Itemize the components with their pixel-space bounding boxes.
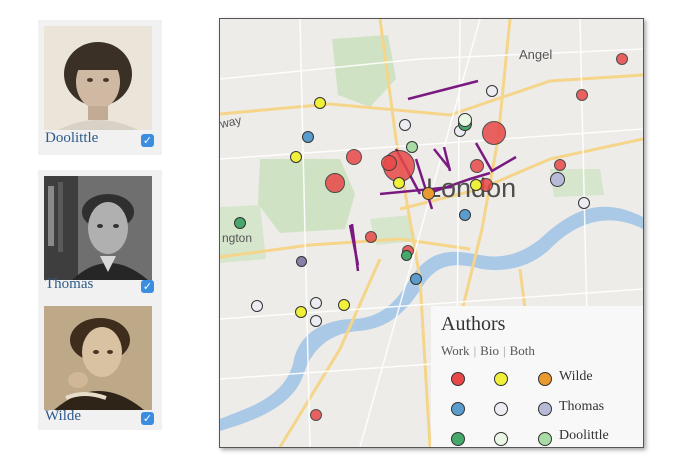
park-hyde [258,159,355,233]
author-label-doolittle: Doolittle [45,130,99,146]
doolittle-portrait [44,26,152,130]
wilde-portrait [44,306,152,410]
london-map[interactable]: Angel London ngton way Authors Work|Bio|… [219,18,644,448]
thomas-portrait [44,176,152,280]
place-label-kensington: ngton [222,231,253,245]
marker-thomas-both[interactable] [550,172,565,187]
author-label-thomas: Thomas [45,276,94,292]
legend-col-both: Both [509,343,535,358]
marker-wilde-work[interactable] [616,53,628,65]
legend-swatch-thomas-work [451,402,465,416]
author-checkbox-doolittle[interactable]: ✓ [141,134,154,147]
marker-thomas-work[interactable] [459,209,471,221]
author-card-wilde: Wilde ✓ [38,300,162,430]
legend-title: Authors [441,313,506,335]
legend-swatch-doolittle-both [538,432,552,446]
legend-swatch-doolittle-bio [494,432,508,446]
marker-wilde-work[interactable] [325,173,345,193]
marker-doolittle-bio[interactable] [458,113,472,127]
marker-wilde-work[interactable] [554,159,566,171]
marker-wilde-bio[interactable] [393,177,405,189]
author-card-thomas: Thomas ✓ [38,170,162,300]
marker-wilde-bio[interactable] [470,179,482,191]
legend-label-thomas: Thomas [559,399,605,414]
author-label-wilde: Wilde [45,408,82,424]
marker-thomas-both[interactable] [296,256,307,267]
marker-wilde-bio[interactable] [338,299,350,311]
marker-doolittle-work[interactable] [401,250,412,261]
legend-col-work: Work [441,343,470,358]
marker-thomas-bio[interactable] [399,119,411,131]
marker-wilde-work[interactable] [381,155,397,171]
marker-wilde-work[interactable] [310,409,322,421]
park-kensington [220,205,266,263]
marker-wilde-bio[interactable] [295,306,307,318]
legend-col-bio: Bio [480,343,499,358]
marker-thomas-bio[interactable] [310,315,322,327]
marker-thomas-work[interactable] [410,273,422,285]
marker-thomas-work[interactable] [302,131,314,143]
legend-swatch-thomas-bio [494,402,508,416]
river-thames [220,206,643,431]
legend-swatch-thomas-both [538,402,552,416]
marker-wilde-work[interactable] [576,89,588,101]
marker-thomas-bio[interactable] [251,300,263,312]
marker-thomas-bio[interactable] [578,197,590,209]
marker-thomas-bio[interactable] [486,85,498,97]
author-card-doolittle: Doolittle ✓ [38,20,162,155]
marker-doolittle-both[interactable] [406,141,418,153]
marker-wilde-work[interactable] [346,149,362,165]
marker-wilde-both[interactable] [422,187,435,200]
park-stjames [370,215,416,245]
marker-wilde-bio[interactable] [290,151,302,163]
legend-separator: | [473,343,477,358]
marker-doolittle-work[interactable] [234,217,246,229]
author-checkbox-wilde[interactable]: ✓ [141,412,154,425]
marker-thomas-bio[interactable] [310,297,322,309]
legend-label-wilde: Wilde [559,369,593,384]
park-regents [332,35,396,107]
legend-swatch-doolittle-work [451,432,465,446]
authors-legend: Authors Work | Bio | Both Wilde Thomas Dooli… [431,306,643,447]
marker-wilde-work[interactable] [470,159,484,173]
legend-swatch-wilde-bio [494,372,508,386]
legend-label-doolittle: Doolittle [559,428,609,443]
place-label-angel: Angel [519,47,553,62]
legend-swatch-wilde-work [451,372,465,386]
legend-columns: Work | Bio | Both [441,343,535,359]
legend-swatch-wilde-both [538,372,552,386]
marker-wilde-work[interactable] [365,231,377,243]
legend-separator: | [502,343,506,358]
marker-wilde-bio[interactable] [314,97,326,109]
author-checkbox-thomas[interactable]: ✓ [141,280,154,293]
marker-wilde-work[interactable] [482,121,506,145]
